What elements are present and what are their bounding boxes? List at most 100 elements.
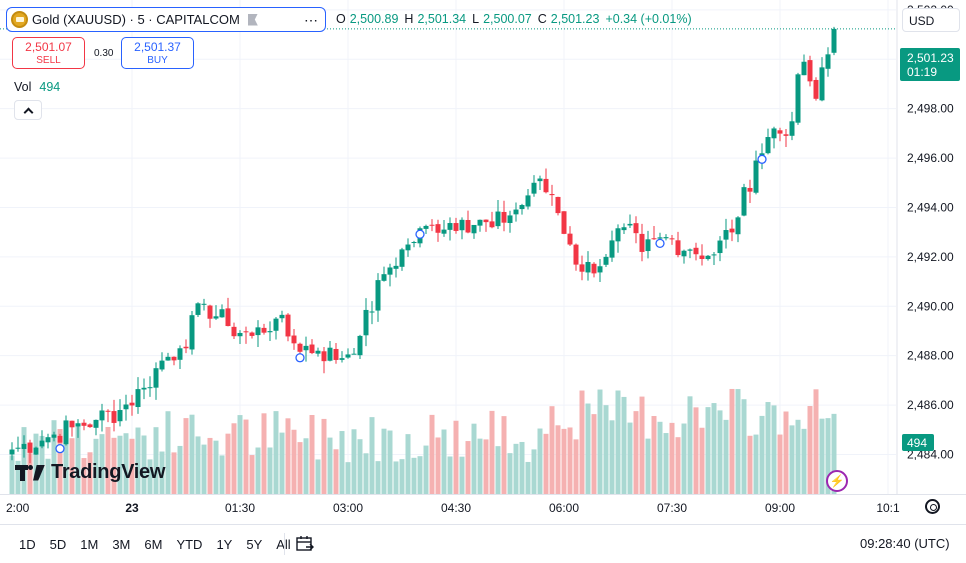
- volume-bar: [417, 456, 423, 494]
- volume-bar: [69, 438, 75, 494]
- volume-bar: [297, 442, 303, 494]
- candle-body: [513, 209, 519, 215]
- candle-body: [267, 331, 273, 333]
- sell-button[interactable]: 2,501.07 SELL: [12, 37, 85, 69]
- volume-bar: [315, 459, 321, 494]
- candle-body: [573, 244, 579, 265]
- range-button-all[interactable]: All: [269, 535, 297, 555]
- candle-body: [237, 332, 243, 337]
- candle-body: [555, 196, 561, 214]
- currency-selector[interactable]: USD: [902, 8, 960, 32]
- tradingview-logo[interactable]: TradingView: [15, 461, 165, 484]
- candle-body: [585, 261, 591, 273]
- candle-body: [387, 267, 393, 275]
- candle-body: [483, 219, 489, 223]
- volume-bar: [591, 414, 597, 494]
- volume-bar: [585, 403, 591, 494]
- volume-bar: [63, 436, 69, 494]
- candle-body: [429, 224, 435, 226]
- range-button-1m[interactable]: 1M: [73, 535, 105, 555]
- candle-body: [87, 424, 93, 428]
- symbol-selector[interactable]: Gold (XAUUSD) · 5 · CAPITALCOM ⋯: [6, 7, 326, 32]
- volume-bar: [15, 460, 21, 494]
- candle-body: [93, 419, 99, 428]
- time-axis-label: 09:00: [764, 501, 796, 515]
- candle-body: [693, 247, 699, 255]
- time-axis-label: 07:30: [656, 501, 688, 515]
- candle-body: [825, 54, 831, 69]
- volume-bar: [579, 390, 585, 494]
- candle-body: [501, 211, 507, 223]
- volume-price-label: 494: [902, 434, 934, 451]
- range-button-5d[interactable]: 5D: [43, 535, 74, 555]
- event-marker-icon: [415, 229, 425, 239]
- candle-body: [51, 434, 57, 438]
- volume-bar: [387, 430, 393, 494]
- volume-bar: [123, 433, 129, 494]
- candle-body: [291, 335, 297, 344]
- buy-button[interactable]: 2,501.37 BUY: [121, 37, 194, 69]
- price-chart[interactable]: 2,484.002,486.002,488.002,490.002,492.00…: [0, 0, 966, 494]
- time-axis[interactable]: 2:00 23 01:30 03:00 04:30 06:00 07:30 09:00 10:1: [0, 494, 966, 520]
- event-marker-icon: [655, 238, 665, 249]
- candle-body: [615, 228, 621, 242]
- bar-countdown: 01:19: [907, 65, 938, 79]
- settings-gear-icon[interactable]: [925, 499, 940, 514]
- candle-body: [243, 331, 249, 333]
- flag-icon[interactable]: [247, 13, 258, 26]
- range-button-1d[interactable]: 1D: [12, 535, 43, 555]
- candle-body: [9, 449, 15, 455]
- collapse-legend-button[interactable]: [14, 100, 42, 120]
- candle-body: [177, 348, 183, 360]
- volume-bar: [801, 428, 807, 494]
- candle-body: [747, 187, 753, 192]
- volume-bar: [153, 427, 159, 494]
- candle-body: [189, 315, 195, 350]
- range-button-3m[interactable]: 3M: [105, 535, 137, 555]
- candle-body: [783, 134, 789, 136]
- volume-bar: [783, 411, 789, 494]
- volume-bar: [171, 452, 177, 494]
- price-axis-label: 2,486.00: [907, 398, 954, 412]
- candle-body: [105, 410, 111, 412]
- volume-legend-label: Vol: [14, 80, 32, 94]
- candle-body: [777, 130, 783, 134]
- volume-bar: [705, 407, 711, 494]
- candle-body: [345, 354, 351, 358]
- candle-body: [705, 255, 711, 260]
- candle-body: [171, 356, 177, 361]
- range-button-ytd[interactable]: YTD: [169, 535, 209, 555]
- time-axis-label: 03:00: [332, 501, 364, 515]
- high-key: H: [404, 12, 414, 26]
- candle-body: [471, 224, 477, 234]
- volume-bar: [327, 437, 333, 494]
- volume-bar: [681, 423, 687, 494]
- volume-bar: [231, 423, 237, 494]
- volume-bar: [225, 433, 231, 494]
- range-button-1y[interactable]: 1Y: [209, 535, 239, 555]
- candle-body: [129, 402, 135, 406]
- volume-bar: [711, 403, 717, 494]
- more-options-icon[interactable]: ⋯: [304, 12, 319, 28]
- volume-bar: [657, 421, 663, 494]
- toolbar-divider: [284, 533, 285, 555]
- candle-body: [507, 215, 513, 223]
- utc-clock[interactable]: 09:28:40 (UTC): [860, 536, 950, 551]
- volume-bar: [819, 418, 825, 494]
- lightning-icon[interactable]: ⚡: [826, 470, 848, 492]
- candle-body: [669, 238, 675, 240]
- candle-body: [207, 305, 213, 319]
- candle-body: [57, 435, 63, 443]
- volume-bar: [237, 415, 243, 494]
- candle-body: [219, 309, 225, 318]
- range-button-6m[interactable]: 6M: [137, 535, 169, 555]
- bottom-toolbar: 1D5D1M3M6MYTD1Y5YAll 09:28:40 (UTC): [0, 524, 966, 563]
- date-range-icon[interactable]: [296, 535, 314, 552]
- candle-body: [231, 326, 237, 337]
- range-button-5y[interactable]: 5Y: [239, 535, 269, 555]
- volume-bar: [765, 402, 771, 494]
- last-price-value: 2,501.23: [907, 51, 954, 65]
- candle-body: [165, 356, 171, 361]
- volume-bar: [273, 411, 279, 494]
